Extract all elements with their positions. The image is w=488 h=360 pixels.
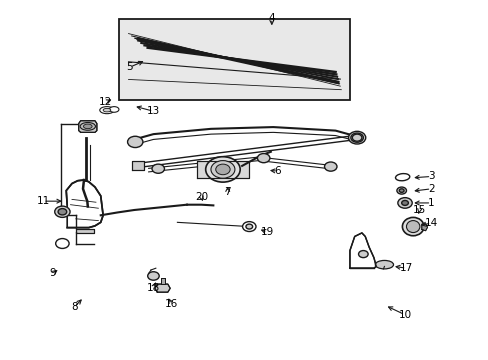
Text: 10: 10 xyxy=(398,310,411,320)
Polygon shape xyxy=(79,121,97,132)
Circle shape xyxy=(242,222,256,231)
Text: 6: 6 xyxy=(274,166,281,176)
Polygon shape xyxy=(76,229,93,233)
Circle shape xyxy=(401,201,407,206)
Polygon shape xyxy=(160,278,165,284)
Circle shape xyxy=(127,136,142,148)
Circle shape xyxy=(348,131,365,144)
Ellipse shape xyxy=(375,260,393,269)
Text: 19: 19 xyxy=(260,227,274,237)
Text: 5: 5 xyxy=(126,62,133,72)
Polygon shape xyxy=(66,180,103,228)
Ellipse shape xyxy=(210,161,234,178)
Ellipse shape xyxy=(103,108,111,112)
Circle shape xyxy=(358,251,367,258)
Circle shape xyxy=(58,208,66,215)
Circle shape xyxy=(55,206,70,217)
Text: 20: 20 xyxy=(194,192,207,202)
Ellipse shape xyxy=(100,107,114,114)
Text: 11: 11 xyxy=(37,196,50,206)
Circle shape xyxy=(324,162,336,171)
Ellipse shape xyxy=(80,122,95,130)
Ellipse shape xyxy=(205,157,240,182)
Text: 13: 13 xyxy=(146,106,160,116)
Text: 15: 15 xyxy=(412,205,425,215)
Polygon shape xyxy=(132,161,143,170)
Circle shape xyxy=(257,153,269,163)
Text: 4: 4 xyxy=(268,13,275,23)
Text: 1: 1 xyxy=(427,198,434,208)
Ellipse shape xyxy=(215,164,230,175)
Polygon shape xyxy=(155,284,170,292)
Polygon shape xyxy=(349,233,376,268)
Circle shape xyxy=(350,133,363,142)
Ellipse shape xyxy=(109,107,119,112)
Circle shape xyxy=(245,224,252,229)
Circle shape xyxy=(396,187,406,194)
Circle shape xyxy=(399,189,403,192)
Text: 2: 2 xyxy=(427,184,434,194)
Circle shape xyxy=(351,134,361,141)
Text: 18: 18 xyxy=(146,283,160,293)
Text: 3: 3 xyxy=(427,171,434,181)
Ellipse shape xyxy=(395,174,409,181)
Polygon shape xyxy=(196,161,249,178)
Ellipse shape xyxy=(83,124,92,129)
Polygon shape xyxy=(421,224,427,231)
Bar xyxy=(119,19,349,100)
Text: 12: 12 xyxy=(99,98,112,107)
Ellipse shape xyxy=(406,221,419,233)
Ellipse shape xyxy=(402,217,423,236)
Circle shape xyxy=(147,272,159,280)
Text: 16: 16 xyxy=(164,299,178,309)
Circle shape xyxy=(56,239,69,248)
Circle shape xyxy=(152,164,164,173)
Text: 14: 14 xyxy=(424,218,437,228)
Circle shape xyxy=(397,198,411,208)
Text: 17: 17 xyxy=(399,263,412,273)
Text: 7: 7 xyxy=(224,187,230,197)
Text: 8: 8 xyxy=(71,302,78,312)
Text: 9: 9 xyxy=(49,269,56,279)
